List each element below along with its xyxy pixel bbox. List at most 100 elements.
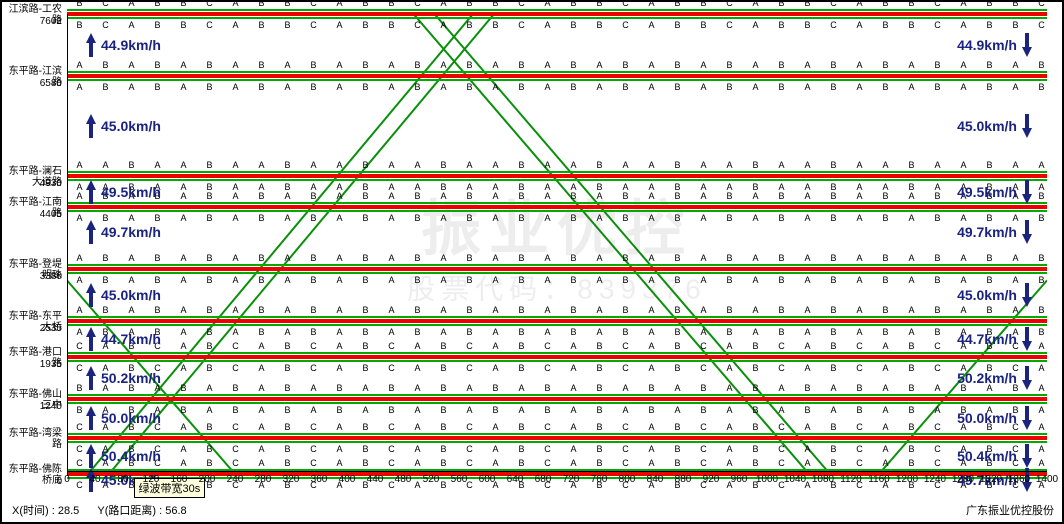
arrow-down-icon [1021,444,1033,468]
x-tick: 600 [479,474,496,485]
x-tick: 280 [255,474,272,485]
y-axis-labels: 江滨路-工农路东平路-江滨路东平路-澜石大道路东平路-江南路东平路-登堤明珠东平… [4,14,66,474]
signal-band [67,352,1047,362]
phase-row: ABABABABABABABABABABABABABABABABABABAB [67,275,1047,285]
x-tick: 400 [339,474,356,485]
chart-container: 江滨路-工农路东平路-江滨路东平路-澜石大道路东平路-江南路东平路-登堤明珠东平… [0,0,1064,524]
x-tick: 520 [423,474,440,485]
arrow-down-icon [1021,366,1033,390]
y-tick: 6580 [40,78,62,89]
phase-row: ABABABABABABABABABABABABABABABABABABAB [67,60,1047,70]
speed-label-right: 50.4km/h [957,448,1017,464]
x-tick: 1080 [812,474,834,485]
x-tick: 840 [647,474,664,485]
phase-row: BCABBCABBCABBCABBCABBCABBCABBCABBCABBC [67,0,1047,8]
speed-label-left: 50.2km/h [101,370,161,386]
status-x-label: X(时间) : [12,505,55,517]
speed-label-left: 44.7km/h [101,331,161,347]
speed-label-right: 45.0km/h [957,118,1017,134]
x-tick: 200 [199,474,216,485]
x-tick: 1360 [1008,474,1030,485]
signal-band [67,9,1047,19]
x-tick: 960 [731,474,748,485]
y-tick: 4930 [40,178,62,189]
x-tick: 480 [395,474,412,485]
x-tick: 1120 [840,474,862,485]
arrow-down-icon [1021,33,1033,57]
arrow-up-icon [85,283,97,307]
y-tick: 1935 [40,359,62,370]
y-tick: 2535 [40,323,62,334]
arrow-down-icon [1021,180,1033,204]
phase-row: BCABBCABBCABBCABBCABBCABBCABBCABBCABBC [67,20,1047,30]
arrow-up-icon [85,444,97,468]
x-tick: 320 [283,474,300,485]
phase-row: CABCABCABCABCABCABCABCABCABCABCABCABCA [67,458,1047,468]
x-tick: 640 [507,474,524,485]
arrow-down-icon [1021,406,1033,430]
x-tick: 800 [619,474,636,485]
intersection-name: 东平路-佛陈桥底 [4,464,62,486]
x-tick: 1040 [784,474,806,485]
status-y-value: 56.8 [165,505,186,517]
x-tick: 1000 [756,474,778,485]
phase-row: AABAABAABAABAABAABAABAABAABAABAABAABAA [67,182,1047,192]
x-tick: 440 [367,474,384,485]
x-tick: 760 [591,474,608,485]
x-tick: 40 [89,474,100,485]
x-tick: 1240 [924,474,946,485]
y-tick: 4405 [40,209,62,220]
x-tick: 720 [563,474,580,485]
plot-area[interactable]: 振业优控 股票代码：839376 BCABBCABBCABBCABBCABBCA… [67,14,1047,474]
arrow-up-icon [85,406,97,430]
arrow-up-icon [85,220,97,244]
phase-row: ABABABABABABABABABABABABABABABABABABAB [67,213,1047,223]
speed-label-left: 49.7km/h [101,224,161,240]
speed-label-left: 45.0km/h [101,287,161,303]
x-tick: 120 [143,474,160,485]
signal-band [67,171,1047,181]
signal-band [67,316,1047,326]
x-tick: 1200 [896,474,918,485]
x-tick: 1160 [868,474,890,485]
phase-row: ABABABABABABABABABABABABABABABABABABAB [67,191,1047,201]
speed-label-right: 49.7km/h [957,224,1017,240]
y-tick: 0 [56,476,62,487]
speed-label-left: 49.5km/h [101,184,161,200]
x-tick: 680 [535,474,552,485]
y-axis-line [67,14,68,476]
phase-row: BABABABABABABABABABABABABABABABABABABA [67,383,1047,393]
arrow-down-icon [1021,220,1033,244]
x-tick: 240 [227,474,244,485]
status-bar: X(时间) : 28.5 Y(路口距离) : 56.8 [12,502,187,518]
x-axis: 0408012016020024028032036040044048052056… [67,472,1047,492]
arrow-up-icon [85,180,97,204]
speed-label-right: 44.9km/h [957,37,1017,53]
signal-band [67,264,1047,274]
phase-row: CABCABCABCABCABCABCABCABCABCABCABCABCA [67,363,1047,373]
signal-band [67,394,1047,404]
arrow-down-icon [1021,283,1033,307]
phase-row: AABAABAABAABAABAABAABAABAABAABAABAABAA [67,160,1047,170]
speed-label-left: 44.9km/h [101,37,161,53]
footer-company: 广东振业优控股份 [966,502,1054,518]
speed-label-right: 44.7km/h [957,331,1017,347]
x-tick: 1320 [980,474,1002,485]
phase-row: ABABABABABABABABABABABABABABABABABABAB [67,327,1047,337]
speed-label-left: 45.0km/h [101,118,161,134]
phase-row: CABCABCABCABCABCABCABCABCABCABCABCABCA [67,444,1047,454]
signal-band [67,433,1047,443]
x-tick: 160 [171,474,188,485]
phase-row: ABABABABABABABABABABABABABABABABABABAB [67,305,1047,315]
status-y-label: Y(路口距离) : [97,505,162,517]
y-tick: 3380 [40,271,62,282]
phase-row: CABCABCABCABCABCABCABCABCABCABCABCABCA [67,341,1047,351]
x-axis-line [67,471,1047,472]
x-tick: 80 [117,474,128,485]
arrow-up-icon [85,327,97,351]
y-tick: 1240 [40,401,62,412]
y-tick: 7602 [40,16,62,27]
x-tick: 360 [311,474,328,485]
intersection-name: 东平路-湾梁路 [4,428,62,450]
status-x-value: 28.5 [58,505,79,517]
